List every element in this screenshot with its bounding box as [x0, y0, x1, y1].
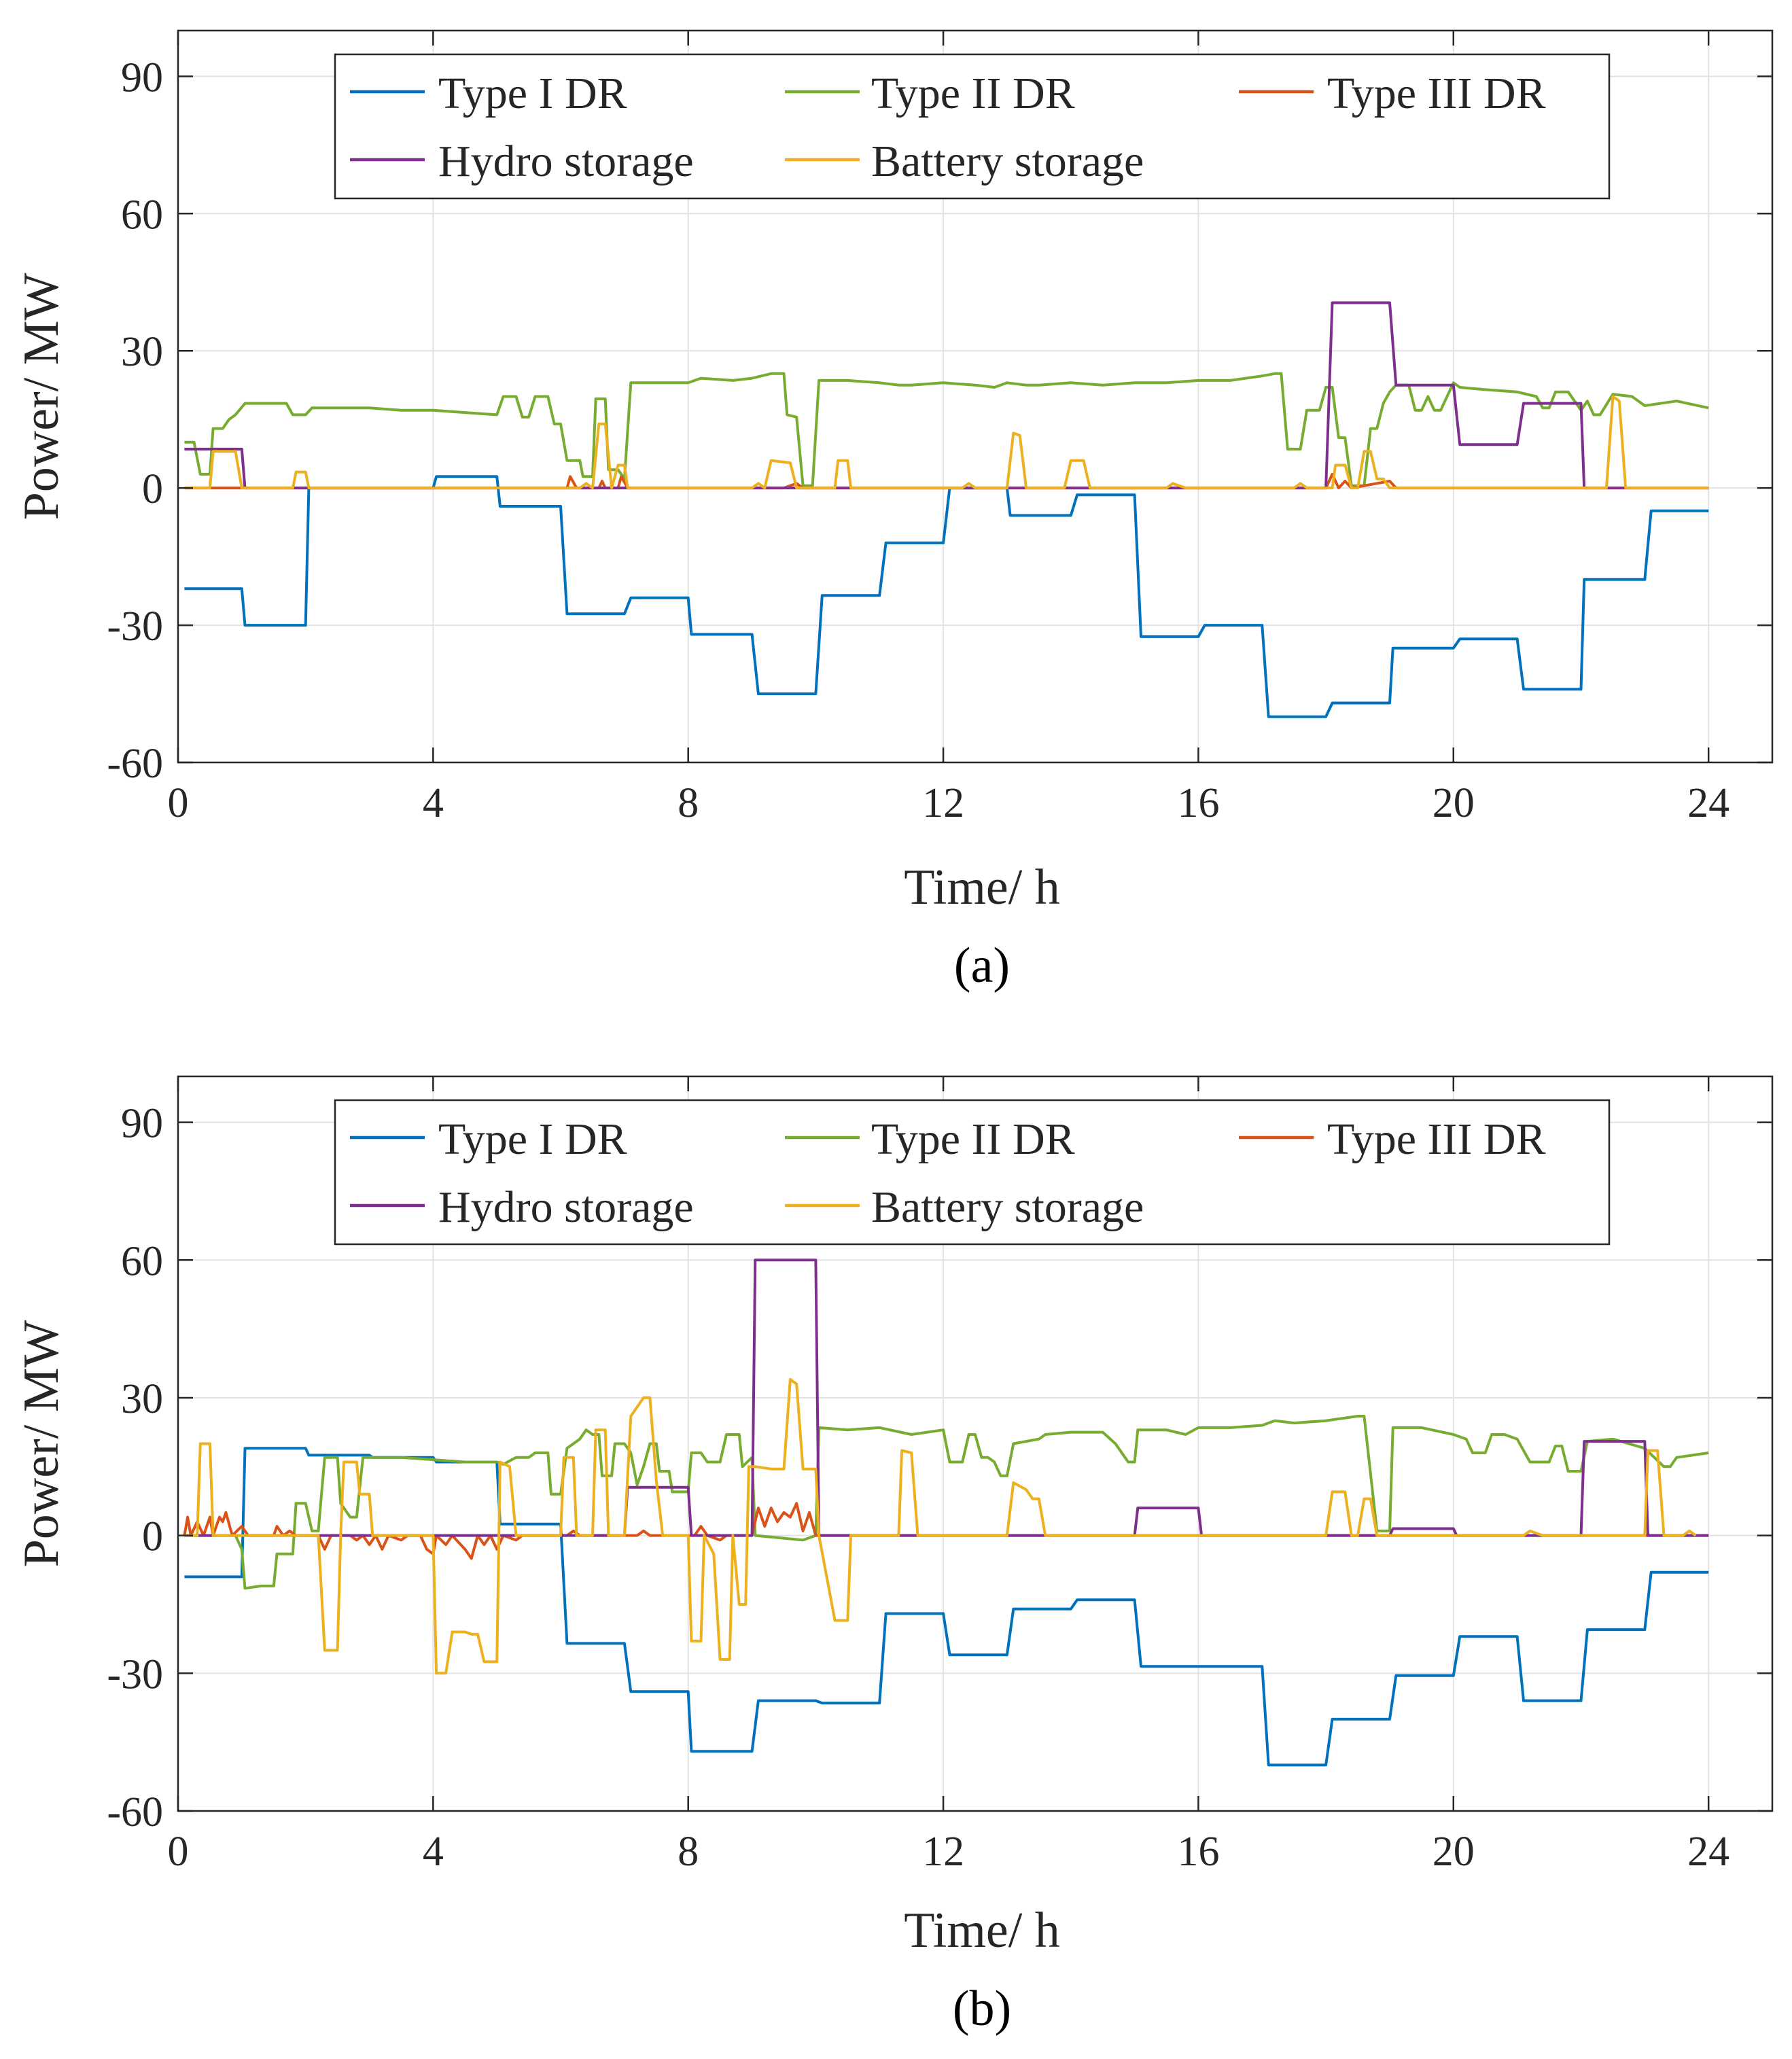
x-tick-label: 4: [423, 1829, 444, 1875]
y-tick-label: -30: [107, 603, 163, 650]
x-tick-label: 20: [1433, 1829, 1475, 1875]
legend: Type I DR Type II DR Type III DR Hydro stor…: [334, 1099, 1611, 1246]
panel-caption: (b): [953, 1981, 1011, 2037]
x-tick-label: 12: [922, 1829, 964, 1875]
y-tick-label: 90: [121, 54, 163, 101]
y-tick-label: 30: [121, 329, 163, 375]
y-tick-label: -30: [107, 1651, 163, 1697]
axes-box: [177, 1075, 1774, 1812]
y-tick-label: 30: [121, 1376, 163, 1422]
legend-box: [334, 1099, 1611, 1246]
legend-label-type-i-dr: Type I DR: [438, 69, 627, 118]
legend-label-type-ii-dr: Type II DR: [871, 1114, 1075, 1164]
series-line-type-ii-dr: [184, 1415, 1709, 1590]
y-tick-label: 0: [142, 1514, 163, 1560]
series-line-battery-storage: [184, 395, 1709, 490]
x-tick-label: 16: [1177, 1829, 1219, 1875]
x-axis-label: Time/ h: [904, 1903, 1060, 1958]
legend-label-type-iii-dr: Type III DR: [1327, 1114, 1546, 1164]
x-tick-label: 24: [1687, 1829, 1729, 1875]
chart-panel-a: 0 4 8 12 16 20 24 -60 -30 0 30 60 90 Time/ h Power/ MW…: [14, 29, 1774, 993]
series-line-type-iii-dr: [183, 1502, 1709, 1560]
panel-caption: (a): [954, 938, 1010, 993]
chart-panel-b: 0 4 8 12 16 20 24 -60 -30 0 30 60 90 Time/ h Power/ MW…: [14, 1075, 1774, 2037]
x-tick-label: 4: [423, 780, 444, 826]
y-axis-label: Power/ MW: [14, 272, 69, 520]
series-line-battery-storage: [184, 1377, 1697, 1675]
x-tick-label: 20: [1433, 780, 1475, 826]
x-tick-label: 12: [922, 780, 964, 826]
x-tick-label: 8: [678, 1829, 699, 1875]
legend: Type I DR Type II DR Type III DR Hydro stor…: [334, 53, 1611, 200]
x-tick-label: 16: [1177, 780, 1219, 826]
y-tick-label: 90: [121, 1101, 163, 1147]
series-group: [183, 1259, 1709, 1767]
axes-box: [177, 29, 1774, 764]
legend-label-battery-storage: Battery storage: [871, 1182, 1144, 1232]
legend-label-hydro-storage: Hydro storage: [438, 1182, 694, 1232]
x-axis-label: Time/ h: [904, 860, 1060, 915]
legend-label-type-i-dr: Type I DR: [438, 1114, 627, 1164]
x-tick-label: 8: [678, 780, 699, 826]
series-group: [184, 301, 1709, 718]
y-axis-label: Power/ MW: [14, 1320, 69, 1567]
x-tick-label: 24: [1687, 780, 1729, 826]
x-tick-label: 0: [168, 780, 189, 826]
series-line-type-ii-dr: [184, 372, 1709, 487]
series-line-hydro-storage: [184, 1259, 1709, 1537]
legend-label-type-ii-dr: Type II DR: [871, 69, 1075, 118]
y-tick-label: -60: [107, 741, 163, 787]
legend-label-hydro-storage: Hydro storage: [438, 137, 694, 186]
y-tick-label: -60: [107, 1789, 163, 1835]
legend-label-type-iii-dr: Type III DR: [1327, 69, 1546, 118]
y-tick-label: 60: [121, 1238, 163, 1284]
y-tick-label: 60: [121, 192, 163, 238]
legend-box: [334, 53, 1611, 200]
y-tick-label: 0: [142, 466, 163, 512]
x-tick-label: 0: [168, 1829, 189, 1875]
legend-label-battery-storage: Battery storage: [871, 137, 1144, 186]
